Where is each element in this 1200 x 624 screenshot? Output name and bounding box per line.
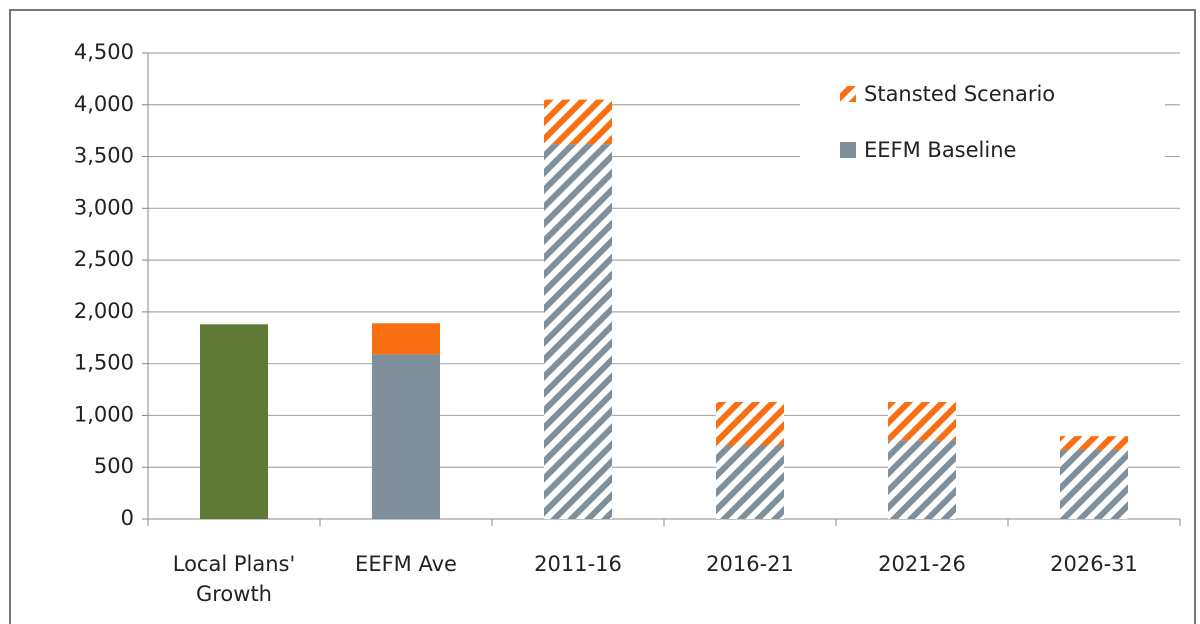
y-tick-label: 0 — [121, 506, 134, 530]
x-tick-label: EEFM Ave — [355, 552, 457, 576]
y-tick-label: 2,000 — [74, 299, 134, 323]
y-tick-label: 2,500 — [74, 247, 134, 271]
legend-label: EEFM Baseline — [864, 138, 1016, 162]
legend-box — [800, 72, 1165, 190]
legend-label: Stansted Scenario — [864, 82, 1055, 106]
x-tick-label: 2021-26 — [878, 552, 966, 576]
y-tick-label: 4,000 — [74, 92, 134, 116]
y-tick-label: 3,500 — [74, 144, 134, 168]
bar-segment — [1060, 449, 1128, 519]
bar-segment — [716, 401, 784, 446]
bar-segment — [544, 144, 612, 519]
legend-swatch — [840, 142, 856, 158]
y-tick-label: 3,000 — [74, 195, 134, 219]
bar-segment — [544, 99, 612, 145]
bar-segment — [1060, 436, 1128, 450]
x-tick-label: 2016-21 — [706, 552, 794, 576]
bar-segment — [716, 445, 784, 519]
y-tick-label: 1,000 — [74, 402, 134, 426]
chart-frame — [9, 9, 1196, 624]
legend-swatch — [840, 86, 856, 102]
x-tick-label: 2011-16 — [534, 552, 622, 576]
bar-segment — [372, 323, 440, 355]
bar-segment — [888, 440, 956, 519]
x-tick-label: Local Plans' Growth — [172, 552, 296, 606]
bar-segment — [200, 324, 268, 519]
x-tick-label: 2026-31 — [1050, 552, 1138, 576]
y-tick-label: 4,500 — [74, 40, 134, 64]
bar-segment — [888, 401, 956, 441]
y-tick-label: 500 — [94, 454, 134, 478]
y-tick-label: 1,500 — [74, 351, 134, 375]
bar-segment — [372, 354, 440, 519]
